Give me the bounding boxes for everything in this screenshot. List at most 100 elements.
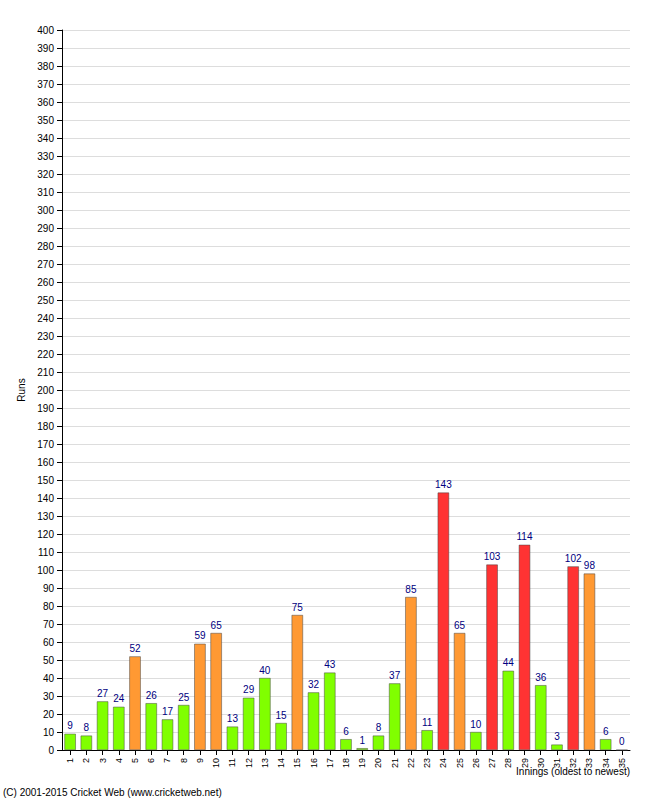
svg-text:230: 230 [37, 331, 54, 342]
svg-text:4: 4 [114, 758, 124, 763]
svg-text:0: 0 [48, 745, 54, 756]
svg-text:210: 210 [37, 367, 54, 378]
svg-text:310: 310 [37, 187, 54, 198]
svg-text:11: 11 [227, 758, 237, 767]
svg-text:270: 270 [37, 259, 54, 270]
svg-text:340: 340 [37, 133, 54, 144]
svg-text:6: 6 [603, 726, 609, 737]
svg-text:(C) 2001-2015 Cricket Web (www: (C) 2001-2015 Cricket Web (www.cricketwe… [3, 787, 222, 798]
svg-text:180: 180 [37, 421, 54, 432]
svg-text:60: 60 [43, 637, 55, 648]
svg-text:8: 8 [179, 758, 189, 763]
svg-text:12: 12 [244, 758, 254, 768]
svg-text:65: 65 [211, 620, 223, 631]
svg-text:25: 25 [455, 758, 465, 768]
svg-text:1: 1 [359, 735, 365, 746]
svg-text:33: 33 [584, 758, 594, 768]
svg-text:30: 30 [43, 691, 55, 702]
svg-text:26: 26 [146, 690, 158, 701]
svg-text:65: 65 [454, 620, 466, 631]
svg-text:Runs: Runs [16, 378, 27, 401]
svg-text:44: 44 [503, 657, 515, 668]
svg-text:40: 40 [259, 665, 271, 676]
svg-text:11: 11 [422, 717, 433, 728]
svg-text:390: 390 [37, 43, 54, 54]
svg-text:20: 20 [373, 758, 383, 768]
svg-text:18: 18 [341, 758, 351, 768]
svg-text:0: 0 [619, 736, 625, 747]
svg-text:20: 20 [43, 709, 55, 720]
svg-text:380: 380 [37, 61, 54, 72]
svg-text:40: 40 [43, 673, 55, 684]
svg-text:32: 32 [308, 679, 320, 690]
svg-text:2: 2 [81, 758, 91, 763]
svg-text:26: 26 [471, 758, 481, 768]
svg-text:32: 32 [568, 758, 578, 768]
svg-text:8: 8 [376, 722, 382, 733]
svg-text:143: 143 [435, 479, 452, 490]
svg-text:280: 280 [37, 241, 54, 252]
svg-text:100: 100 [37, 565, 54, 576]
svg-text:59: 59 [194, 630, 206, 641]
svg-text:240: 240 [37, 313, 54, 324]
svg-text:220: 220 [37, 349, 54, 360]
svg-text:31: 31 [552, 758, 562, 768]
svg-text:290: 290 [37, 223, 54, 234]
svg-text:9: 9 [195, 758, 205, 763]
svg-text:85: 85 [405, 584, 417, 595]
svg-text:8: 8 [84, 722, 90, 733]
svg-text:260: 260 [37, 277, 54, 288]
svg-text:75: 75 [292, 602, 304, 613]
svg-text:24: 24 [438, 758, 448, 768]
svg-text:23: 23 [422, 758, 432, 768]
svg-text:300: 300 [37, 205, 54, 216]
svg-text:120: 120 [37, 529, 54, 540]
svg-text:15: 15 [276, 710, 288, 721]
svg-text:22: 22 [406, 758, 416, 768]
svg-text:150: 150 [37, 475, 54, 486]
svg-text:250: 250 [37, 295, 54, 306]
svg-text:5: 5 [130, 758, 140, 763]
svg-text:320: 320 [37, 169, 54, 180]
svg-text:130: 130 [37, 511, 54, 522]
svg-text:6: 6 [146, 758, 156, 763]
svg-text:30: 30 [536, 758, 546, 768]
svg-text:7: 7 [162, 758, 172, 763]
svg-text:13: 13 [260, 758, 270, 768]
svg-text:10: 10 [43, 727, 55, 738]
svg-text:28: 28 [503, 758, 513, 768]
svg-text:16: 16 [309, 758, 319, 768]
svg-text:52: 52 [129, 643, 141, 654]
svg-text:6: 6 [343, 726, 349, 737]
svg-text:110: 110 [38, 547, 54, 558]
svg-text:10: 10 [211, 758, 221, 768]
svg-text:17: 17 [162, 706, 174, 717]
svg-text:80: 80 [43, 601, 55, 612]
svg-text:140: 140 [37, 493, 54, 504]
svg-text:29: 29 [520, 758, 530, 768]
svg-text:50: 50 [43, 655, 55, 666]
svg-text:37: 37 [389, 670, 401, 681]
svg-text:21: 21 [390, 758, 400, 768]
svg-text:350: 350 [37, 115, 54, 126]
svg-text:10: 10 [470, 719, 482, 730]
svg-text:43: 43 [324, 659, 336, 670]
svg-text:9: 9 [67, 720, 73, 731]
svg-text:370: 370 [37, 79, 54, 90]
svg-text:70: 70 [43, 619, 55, 630]
svg-text:3: 3 [554, 731, 560, 742]
svg-text:14: 14 [276, 758, 286, 768]
svg-text:13: 13 [227, 713, 239, 724]
svg-text:330: 330 [37, 151, 54, 162]
svg-text:36: 36 [535, 672, 547, 683]
svg-text:34: 34 [601, 758, 611, 768]
svg-text:102: 102 [565, 553, 582, 564]
svg-text:19: 19 [357, 758, 367, 768]
svg-text:114: 114 [517, 531, 533, 542]
svg-text:24: 24 [113, 693, 125, 704]
svg-text:360: 360 [37, 97, 54, 108]
svg-text:25: 25 [178, 692, 190, 703]
svg-text:190: 190 [37, 403, 54, 414]
svg-text:29: 29 [243, 684, 255, 695]
svg-text:1: 1 [65, 758, 75, 763]
